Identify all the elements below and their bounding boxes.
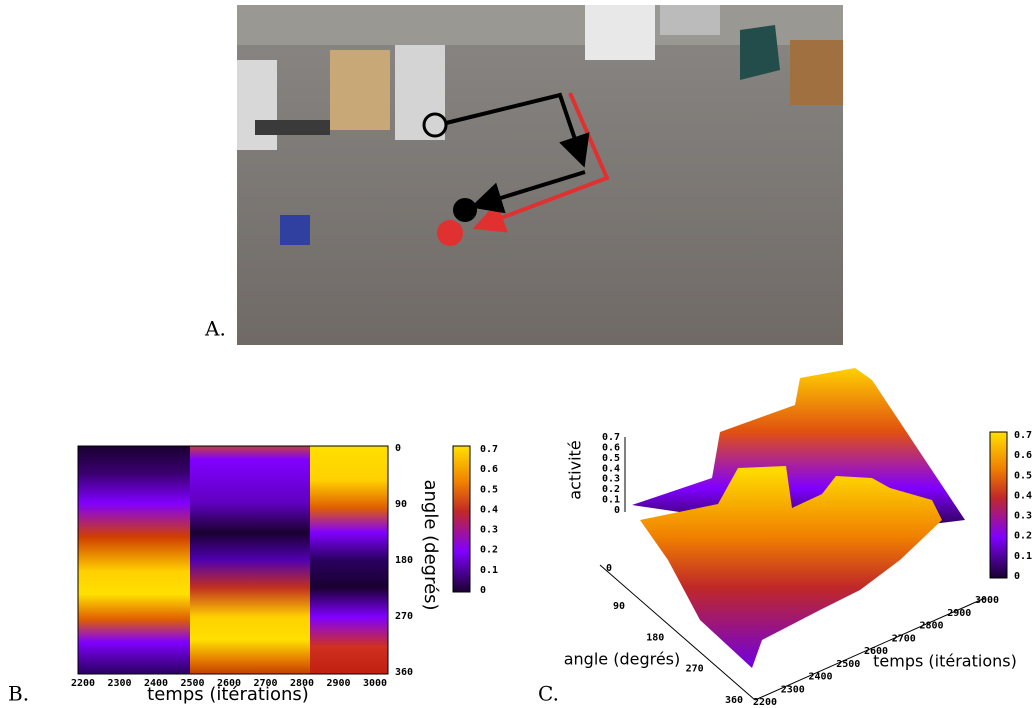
colorbar-tick-label: 0.2 (1014, 531, 1032, 542)
y-tick-label: 90 (395, 499, 407, 510)
time-tick-label: 2200 (753, 697, 777, 708)
angle-tick-label: 180 (646, 632, 664, 643)
y-tick-label: 360 (395, 667, 413, 678)
axis-label: angle (degrés) (564, 650, 681, 669)
colorbar-tick-label: 0.6 (1014, 450, 1032, 461)
colorbar-tick-label: 0 (480, 585, 486, 596)
time-tick-label: 3000 (975, 595, 999, 606)
colorbar-tick-label: 0.3 (480, 525, 498, 536)
colorbar-tick-label: 0.6 (480, 464, 498, 475)
y-tick-label: 180 (395, 555, 413, 566)
colorbar-tick-label: 0.7 (1014, 430, 1032, 441)
x-tick-label: 2200 (71, 678, 95, 689)
angle-tick-label: 90 (613, 601, 625, 612)
colorbar (989, 431, 1008, 579)
x-tick-label: 2400 (144, 678, 168, 689)
x-tick-label: 2800 (290, 678, 314, 689)
time-tick-label: 2600 (864, 646, 888, 657)
heatmap (77, 445, 389, 675)
axis-label: activité (566, 440, 585, 499)
colorbar-tick-label: 0.1 (480, 565, 498, 576)
time-tick-label: 2700 (892, 633, 916, 644)
x-tick-label: 3000 (363, 678, 387, 689)
x-tick-label: 2700 (253, 678, 277, 689)
colorbar-tick-label: 0.3 (1014, 511, 1032, 522)
time-tick-label: 2300 (781, 684, 805, 695)
colorbar-tick-label: 0 (1014, 571, 1020, 582)
angle-tick-label: 270 (686, 664, 704, 675)
x-tick-label: 2300 (107, 678, 131, 689)
z-tick-label: 0.4 (602, 463, 620, 474)
colorbar (452, 445, 471, 593)
colorbar-tick-label: 0.1 (1014, 551, 1032, 562)
z-tick-label: 0.3 (602, 474, 620, 485)
axis-label: angle (degrés) (420, 479, 441, 610)
z-tick-label: 0.6 (602, 442, 620, 453)
x-tick-label: 2600 (217, 678, 241, 689)
axis-label: temps (itérations) (147, 684, 309, 705)
z-tick-label: 0.1 (602, 495, 620, 506)
panel-label: A. (204, 317, 226, 341)
panel-label: C. (538, 682, 559, 706)
surface (599, 368, 986, 701)
z-tick-label: 0.5 (602, 453, 620, 464)
colorbar-tick-label: 0.4 (480, 504, 498, 515)
x-tick-label: 2900 (326, 678, 350, 689)
y-tick-label: 270 (395, 611, 413, 622)
colorbar-tick-label: 0.4 (1014, 490, 1032, 501)
time-tick-label: 2800 (919, 621, 943, 632)
colorbar-tick-label: 0.7 (480, 444, 498, 455)
time-tick-label: 2900 (947, 608, 971, 619)
time-tick-label: 2500 (836, 659, 860, 670)
z-tick-label: 0 (614, 505, 620, 516)
photo (237, 5, 843, 345)
z-tick-label: 0 (606, 563, 612, 574)
time-tick-label: 2400 (808, 672, 832, 683)
z-tick-label: 0.7 (602, 432, 620, 443)
axis-label: temps (itérations) (873, 652, 1017, 671)
colorbar-tick-label: 0.2 (480, 545, 498, 556)
z-tick-label: 0.2 (602, 484, 620, 495)
panel-label: B. (8, 682, 29, 706)
trajectory (422, 92, 610, 246)
angle-tick-label: 360 (725, 695, 743, 706)
colorbar-tick-label: 0.5 (1014, 470, 1032, 481)
colorbar-tick-label: 0.5 (480, 484, 498, 495)
x-tick-label: 2500 (180, 678, 204, 689)
y-tick-label: 0 (395, 443, 401, 454)
